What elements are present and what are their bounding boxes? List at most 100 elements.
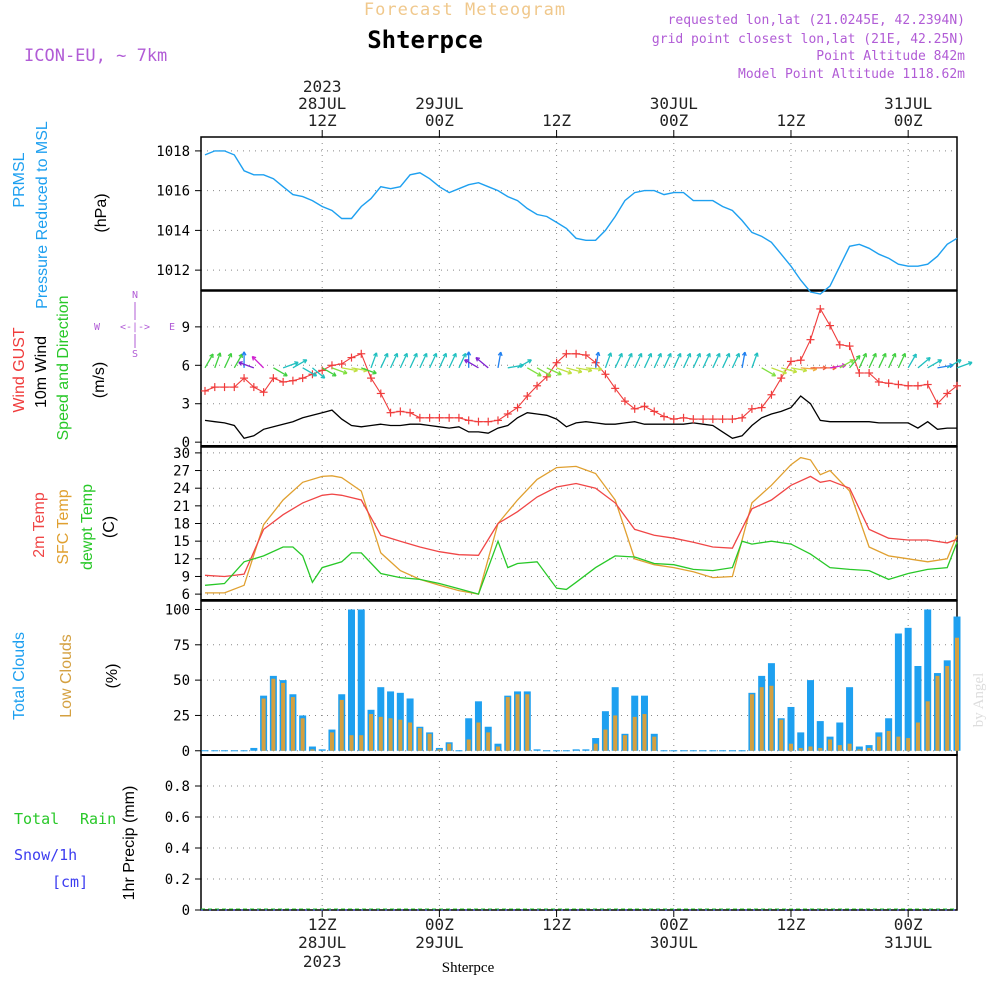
bottom-axis-label: 12Z	[542, 915, 571, 934]
wind-arrow	[722, 352, 731, 369]
gust-marker	[923, 380, 932, 389]
gust-marker	[415, 413, 424, 422]
top-axis-label: 30JUL	[650, 94, 698, 113]
top-axis-label: 29JUL	[415, 94, 463, 113]
wind-arrow	[761, 367, 777, 377]
top-axis-label: 00Z	[425, 111, 454, 130]
low-cloud-bar	[300, 718, 305, 751]
pressure-label-2: Pressure Reduced to MSL	[34, 121, 51, 309]
y-tick-label: 27	[173, 464, 190, 480]
wind-arrow	[223, 352, 233, 369]
gust-marker	[660, 412, 669, 421]
gust-marker	[884, 379, 893, 388]
gust-marker	[337, 360, 346, 369]
gust-marker	[835, 340, 844, 349]
total-cloud-bar	[904, 627, 912, 751]
gust-marker	[708, 415, 717, 424]
low-cloud-bar	[906, 738, 911, 751]
wind-speed-line	[204, 395, 957, 440]
gust-marker	[669, 415, 678, 424]
low-cloud-bar	[398, 719, 403, 751]
requested-coords: requested lon,lat (21.0245E, 42.2394N)	[668, 13, 965, 28]
bottom-axis-label: 31JUL	[884, 933, 932, 952]
gust-marker	[933, 399, 942, 408]
gust-marker	[484, 417, 493, 426]
wind-arrow	[438, 352, 448, 369]
wind-unit: (m/s)	[91, 362, 108, 398]
app-title: Forecast Meteogram	[364, 0, 566, 20]
panel-frame	[200, 600, 958, 756]
gust-marker	[718, 415, 727, 424]
gust-marker	[503, 409, 512, 418]
gust-marker	[288, 376, 297, 385]
low-cloud-bar	[349, 735, 354, 751]
wind-arrow	[241, 351, 247, 368]
gust-marker	[786, 357, 795, 366]
plot-area: 1018101610141012963030272421181512961007…	[156, 136, 973, 919]
temp-2m-line	[204, 475, 958, 578]
y-tick-label: 1016	[156, 184, 190, 200]
low-cloud-bar	[505, 697, 510, 751]
wind-label-1: Wind GUST	[11, 327, 28, 413]
wind-arrow	[897, 352, 907, 369]
pressure-unit: (hPa)	[93, 193, 110, 232]
gust-marker	[777, 374, 786, 383]
low-cloud-bar	[779, 719, 784, 751]
y-tick-label: 0	[182, 744, 190, 760]
wind-arrow	[448, 352, 457, 369]
gust-marker	[493, 416, 502, 425]
low-cloud-bar	[915, 722, 920, 751]
total-cloud-bar	[855, 746, 863, 751]
wind-arrow	[409, 352, 418, 369]
wind-arrow	[917, 356, 931, 369]
pressure-label-1: PRMSL	[11, 152, 28, 207]
precip-unit: 1hr Precip (mm)	[121, 786, 138, 901]
wind-arrow	[214, 352, 222, 369]
low-cloud-bar	[486, 732, 491, 751]
total-cloud-bar	[914, 665, 922, 751]
gust-marker	[279, 377, 288, 386]
y-tick-label: 15	[173, 534, 190, 550]
gust-marker	[240, 374, 249, 383]
total-cloud-bar	[924, 609, 932, 751]
gust-marker	[572, 349, 581, 358]
location-title: Shterpce	[367, 26, 483, 54]
wind-arrow	[380, 352, 389, 369]
low-cloud-bar	[408, 722, 413, 751]
gust-marker	[767, 390, 776, 399]
wind-arrow	[389, 352, 399, 369]
gust-marker	[640, 402, 649, 411]
model-name: ICON-EU, ~ 7km	[24, 46, 167, 66]
y-tick-label: 6	[182, 358, 190, 374]
wind-arrow	[604, 352, 613, 369]
low-cloud-bar	[632, 716, 637, 751]
wind-arrow	[595, 351, 601, 368]
top-axis-label: 00Z	[659, 111, 688, 130]
wind-arrow	[566, 367, 583, 374]
clouds-label-2: Low Clouds	[58, 634, 75, 718]
wind-arrow	[868, 352, 877, 369]
wind-arrow	[839, 359, 855, 369]
low-cloud-bar	[828, 739, 833, 751]
gust-marker	[943, 389, 952, 398]
gust-marker	[581, 351, 590, 360]
temp-unit: (C)	[101, 516, 118, 538]
y-tick-label: 1018	[156, 144, 190, 160]
wind-arrow	[702, 352, 711, 369]
wind-arrow	[858, 352, 868, 369]
total-cloud-bar	[797, 732, 805, 751]
total-cloud-bar	[816, 721, 824, 751]
y-tick-label: 9	[182, 320, 190, 336]
low-cloud-bar	[417, 728, 422, 751]
wind-arrow	[419, 352, 428, 369]
wind-arrow	[741, 351, 747, 368]
gust-marker	[259, 388, 268, 397]
wind-gust-line	[204, 307, 958, 423]
precip-label-snow: Snow/1h	[14, 846, 77, 864]
low-cloud-bar	[652, 736, 657, 751]
compass-arrow: <-|->	[120, 322, 150, 333]
wind-arrow	[370, 352, 378, 369]
low-cloud-bar	[329, 732, 334, 751]
gust-marker	[855, 368, 864, 377]
